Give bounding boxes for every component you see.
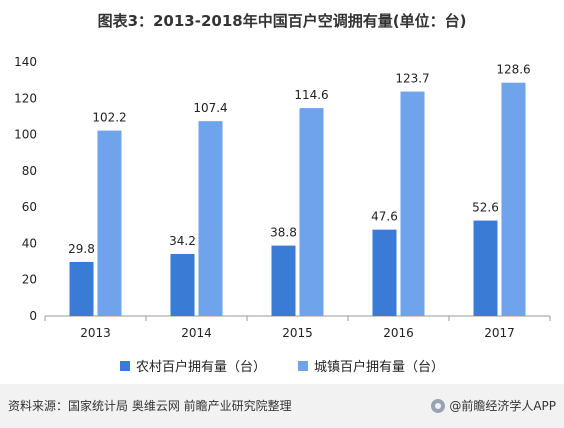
y-axis: 0 20 40 60 80 100 120 140 xyxy=(14,55,37,323)
brand-logo-icon xyxy=(431,398,446,413)
y-tick-label: 80 xyxy=(22,164,37,178)
legend-item-urban: 城镇百户拥有量（台） xyxy=(298,356,444,375)
bar-rural xyxy=(170,253,195,316)
x-axis: 2013 2014 2015 2016 2017 xyxy=(44,315,551,340)
data-label-rural: 38.8 xyxy=(270,226,297,240)
bar-urban xyxy=(198,121,223,316)
data-label-rural: 47.6 xyxy=(371,210,398,224)
bar-urban xyxy=(400,91,425,316)
y-tick-label: 100 xyxy=(14,128,37,142)
y-tick-label: 120 xyxy=(14,91,37,105)
bar-rural xyxy=(372,229,397,316)
chart-title: 图表3：2013-2018年中国百户空调拥有量(单位：台) xyxy=(97,12,467,30)
data-label-rural: 34.2 xyxy=(169,234,196,248)
x-tick-label: 2016 xyxy=(383,326,414,340)
y-tick-label: 0 xyxy=(29,309,37,323)
data-label-urban: 114.6 xyxy=(294,88,328,102)
y-tick-label: 20 xyxy=(22,273,37,287)
x-tick-label: 2014 xyxy=(181,326,212,340)
brand: @前瞻经济学人APP xyxy=(431,397,556,414)
bar-rural xyxy=(69,261,94,316)
x-tick-label: 2013 xyxy=(80,326,111,340)
data-label-urban: 102.2 xyxy=(92,111,126,125)
legend-swatch-urban xyxy=(298,360,308,371)
legend-swatch-rural xyxy=(119,360,130,371)
source-text: 资料来源：国家统计局 奥维云网 前瞻产业研究院整理 xyxy=(8,399,292,413)
data-label-urban: 107.4 xyxy=(193,101,227,115)
bar-rural xyxy=(473,220,498,316)
x-tick-label: 2015 xyxy=(282,326,313,340)
footer: 资料来源：国家统计局 奥维云网 前瞻产业研究院整理 @前瞻经济学人APP xyxy=(0,384,564,428)
legend: 农村百户拥有量（台） 城镇百户拥有量（台） xyxy=(0,356,564,375)
legend-item-rural: 农村百户拥有量（台） xyxy=(119,356,266,375)
brand-text: @前瞻经济学人APP xyxy=(449,399,556,413)
y-tick-label: 140 xyxy=(14,55,37,69)
data-label-rural: 29.8 xyxy=(68,242,95,256)
legend-label-urban: 城镇百户拥有量（台） xyxy=(314,360,445,375)
y-tick-label: 40 xyxy=(22,236,37,250)
legend-label-rural: 农村百户拥有量（台） xyxy=(135,360,266,375)
y-tick-label: 60 xyxy=(22,200,37,214)
bar-urban xyxy=(501,82,526,316)
bars xyxy=(69,82,526,316)
data-label-urban: 128.6 xyxy=(496,63,530,77)
data-label-rural: 52.6 xyxy=(472,201,499,215)
bar-urban xyxy=(299,108,324,316)
data-label-urban: 123.7 xyxy=(395,72,429,86)
x-tick-label: 2017 xyxy=(484,326,515,340)
data-labels: 29.8 102.2 34.2 107.4 38.8 114.6 47.6 123.7 52.6… xyxy=(68,63,531,256)
bar-urban xyxy=(97,130,122,316)
bar-rural xyxy=(271,245,296,316)
